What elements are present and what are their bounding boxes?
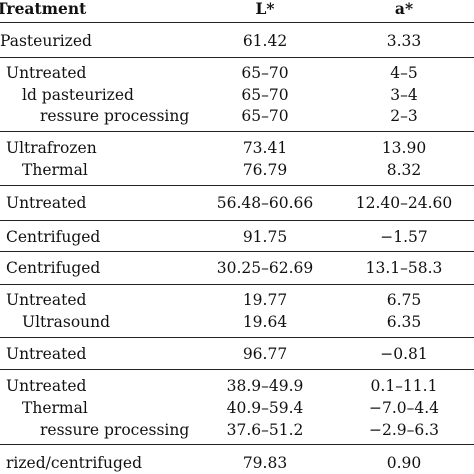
cell-l-star: 65–70 <box>200 107 330 125</box>
row-divider <box>0 284 474 285</box>
cell-l-star: 61.42 <box>200 32 330 50</box>
cell-l-star: 79.83 <box>200 454 330 472</box>
cell-a-star: −7.0–4.4 <box>340 399 468 417</box>
cell-l-star: 65–70 <box>200 64 330 82</box>
cell-treatment: Ultrasound <box>22 313 110 331</box>
cell-l-star: 19.77 <box>200 291 330 309</box>
cell-l-star: 56.48–60.66 <box>200 194 330 212</box>
cell-a-star: 13.1–58.3 <box>340 259 468 277</box>
cell-a-star: 0.90 <box>340 454 468 472</box>
cell-a-star: 2–3 <box>340 107 468 125</box>
cell-a-star: −1.57 <box>340 228 468 246</box>
row-divider <box>0 444 474 445</box>
cell-l-star: 19.64 <box>200 313 330 331</box>
cell-l-star: 30.25–62.69 <box>200 259 330 277</box>
cell-a-star: 6.35 <box>340 313 468 331</box>
cell-a-star: −2.9–6.3 <box>340 421 468 439</box>
cell-a-star: 8.32 <box>340 161 468 179</box>
cell-treatment: Untreated <box>6 345 86 363</box>
cell-treatment: Untreated <box>6 64 86 82</box>
cell-l-star: 91.75 <box>200 228 330 246</box>
cell-treatment: rized/centrifuged <box>6 454 142 472</box>
header-a-star: a* <box>340 0 468 18</box>
header-l-star: L* <box>200 0 330 18</box>
row-divider <box>0 369 474 370</box>
row-divider <box>0 185 474 186</box>
cell-l-star: 37.6–51.2 <box>200 421 330 439</box>
cell-l-star: 65–70 <box>200 86 330 104</box>
cell-treatment: Untreated <box>6 194 86 212</box>
cell-a-star: 12.40–24.60 <box>340 194 468 212</box>
row-divider <box>0 251 474 252</box>
cell-treatment: Centrifuged <box>6 259 100 277</box>
cell-a-star: 4–5 <box>340 64 468 82</box>
cell-l-star: 38.9–49.9 <box>200 377 330 395</box>
cell-a-star: 13.90 <box>340 139 468 157</box>
cell-l-star: 76.79 <box>200 161 330 179</box>
cell-treatment: Thermal <box>22 399 88 417</box>
cell-treatment: Untreated <box>6 291 86 309</box>
row-divider <box>0 220 474 221</box>
cell-treatment: Thermal <box>22 161 88 179</box>
row-divider <box>0 57 474 58</box>
cell-treatment: Pasteurized <box>0 32 92 50</box>
row-divider <box>0 22 474 23</box>
cell-a-star: 3–4 <box>340 86 468 104</box>
cell-treatment: ressure processing <box>40 107 189 125</box>
cell-l-star: 73.41 <box>200 139 330 157</box>
cell-treatment: Ultrafrozen <box>6 139 97 157</box>
row-divider <box>0 337 474 338</box>
cell-a-star: 3.33 <box>340 32 468 50</box>
cell-l-star: 96.77 <box>200 345 330 363</box>
row-divider <box>0 131 474 132</box>
cell-l-star: 40.9–59.4 <box>200 399 330 417</box>
header-treatment: Treatment <box>0 0 86 18</box>
cell-treatment: ld pasteurized <box>22 86 134 104</box>
cell-a-star: 6.75 <box>340 291 468 309</box>
cell-a-star: 0.1–11.1 <box>340 377 468 395</box>
cell-treatment: Centrifuged <box>6 228 100 246</box>
cell-a-star: −0.81 <box>340 345 468 363</box>
cell-treatment: ressure processing <box>40 421 189 439</box>
cell-treatment: Untreated <box>6 377 86 395</box>
